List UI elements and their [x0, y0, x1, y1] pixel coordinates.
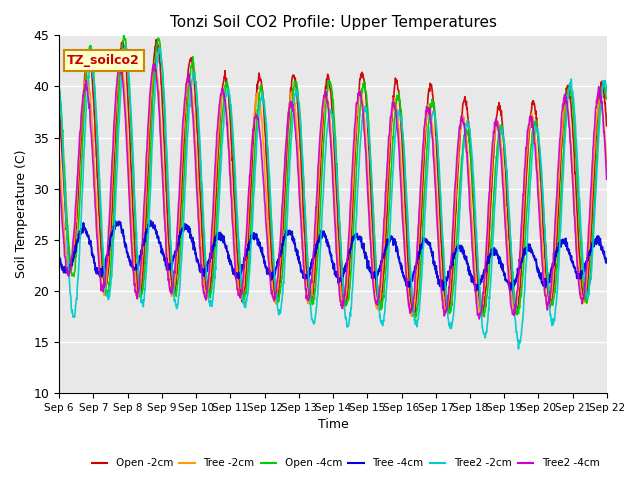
Text: TZ_soilco2: TZ_soilco2 [67, 54, 140, 67]
Legend: Open -2cm, Tree -2cm, Open -4cm, Tree -4cm, Tree2 -2cm, Tree2 -4cm: Open -2cm, Tree -2cm, Open -4cm, Tree -4… [88, 454, 604, 472]
Y-axis label: Soil Temperature (C): Soil Temperature (C) [15, 150, 28, 278]
X-axis label: Time: Time [317, 419, 348, 432]
Title: Tonzi Soil CO2 Profile: Upper Temperatures: Tonzi Soil CO2 Profile: Upper Temperatur… [170, 15, 497, 30]
